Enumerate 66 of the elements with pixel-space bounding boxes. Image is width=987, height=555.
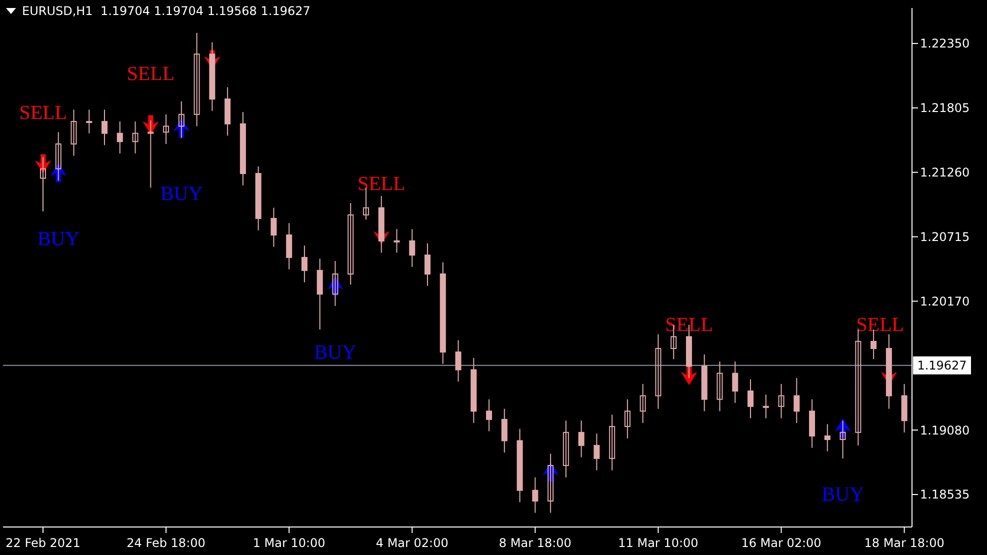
candlestick [486,398,492,432]
text: BUY [37,228,80,250]
x-tick-label: 18 Mar 18:00 [864,536,944,550]
candlestick [301,245,308,283]
text: BUY [314,342,356,364]
x-tick-label: 11 Mar 10:00 [618,536,698,550]
candlestick [148,120,154,188]
text: BUY [160,183,203,206]
candlestick [778,383,784,419]
candlestick [594,433,600,471]
candlestick [455,340,462,382]
candlestick [501,408,508,454]
candlestick [532,476,538,514]
text: BUY [822,484,864,506]
candlestick [394,228,400,254]
text: SELL [19,102,67,124]
candlestick [270,207,277,248]
candlestick [194,32,200,127]
x-tick-label: 1 Mar 10:00 [252,536,326,550]
candlestick [316,258,323,330]
candlestick [609,414,616,471]
x-tick-label: 22 Feb 2021 [6,536,80,550]
chart-title: EURUSD,H1 1.19704 1.19704 1.19568 1.19627 [22,4,310,18]
series-label: SELL [126,63,175,86]
y-tick-label: 1.20170 [920,294,970,308]
candlestick [548,453,554,514]
candlestick [794,378,800,424]
candlestick [102,109,108,146]
candlestick [132,120,138,154]
text: SELL [856,314,904,336]
y-tick-label: 1.18535 [920,488,970,502]
candlestick [409,228,416,268]
text: SELL [357,173,406,196]
x-tick-label: 16 Mar 02:00 [741,536,822,550]
text: SELL [665,314,713,336]
candlestick [163,114,170,144]
candlestick [762,394,769,419]
candlestick [70,109,77,156]
candlestick [840,420,846,459]
candlestick [40,156,46,212]
ref-line-label: 1.19627 [917,358,967,372]
y-tick-label: 1.19080 [920,423,970,438]
candlestick [332,260,338,306]
candlestick [748,378,754,419]
y-tick-label: 1.22350 [920,36,970,51]
y-tick-label: 1.21260 [920,166,970,180]
candlestick [716,360,723,412]
candlestick [624,398,630,439]
candlestick [286,222,292,270]
x-tick-label: 24 Feb 18:00 [126,536,206,550]
candlestick [732,360,738,404]
candlestick [55,132,62,182]
candlestick [824,424,830,452]
candlestick [424,242,431,286]
candlestick [562,420,569,478]
candlestick [116,120,123,154]
candlestick [578,420,584,458]
candlestick [640,383,646,424]
y-tick-label: 1.20715 [920,230,970,244]
candlestick [348,202,354,286]
y-tick-label: 1.21805 [920,101,970,116]
x-tick-label: 4 Mar 02:00 [376,536,448,550]
candlestick [86,109,92,134]
x-tick-label: 8 Mar 18:00 [498,536,572,550]
candlestick [178,100,184,139]
candlestick [655,334,662,410]
